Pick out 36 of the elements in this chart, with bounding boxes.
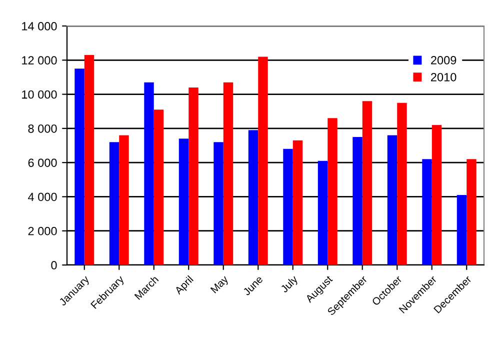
bar [283, 148, 293, 265]
bar [432, 125, 442, 265]
bar [223, 82, 234, 265]
y-tick-label: 4 000 [28, 192, 57, 202]
bar [248, 130, 258, 265]
x-tick-label: July [280, 274, 300, 295]
bar [119, 135, 129, 265]
bar [362, 101, 372, 265]
bar [188, 87, 198, 265]
y-tick-label: 12 000 [22, 56, 57, 65]
bar [397, 102, 407, 265]
bar [318, 160, 328, 265]
bar [109, 142, 120, 265]
bar [456, 195, 467, 265]
bar [144, 82, 154, 265]
legend-label: 2010 [431, 72, 456, 82]
bar [84, 55, 94, 265]
y-tick-label: 2 000 [28, 226, 57, 236]
y-tick-label: 10 000 [22, 90, 57, 99]
bar [214, 142, 224, 265]
y-tick-label: 14 000 [22, 22, 57, 30]
bar [74, 68, 84, 265]
y-tick-label: 6 000 [28, 158, 57, 167]
bar [466, 159, 476, 265]
bar [352, 136, 362, 265]
bar [154, 110, 164, 265]
bar [178, 138, 189, 265]
bar [387, 135, 398, 265]
y-tick-label: 8 000 [28, 124, 57, 133]
x-tick-label: May [210, 275, 230, 295]
bar [422, 159, 432, 265]
bar [292, 140, 303, 265]
bar [258, 56, 268, 265]
bar [328, 118, 338, 265]
legend-label: 2009 [431, 56, 456, 64]
y-tick-label: 0 [51, 261, 57, 270]
